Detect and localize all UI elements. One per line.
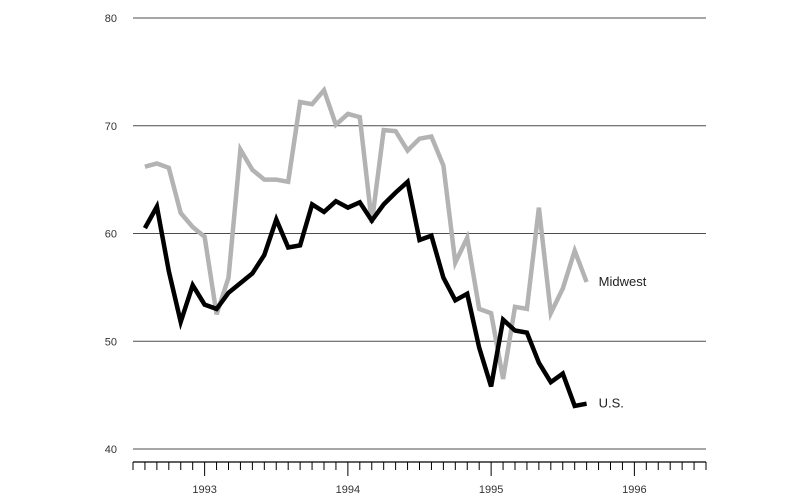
x-axis: 1993 1994 1995 1996 (132, 461, 707, 496)
x-tick-label-1993: 1993 (192, 484, 216, 496)
series-lines (142, 85, 589, 409)
y-tick-label-60: 60 (105, 229, 117, 241)
y-tick-label-80: 80 (105, 13, 117, 25)
y-axis-tick-labels: 40 50 60 70 80 (105, 13, 117, 456)
x-tick-label-1994: 1994 (336, 484, 360, 496)
y-tick-label-50: 50 (105, 336, 117, 348)
y-tick-label-40: 40 (105, 444, 117, 456)
series-label-u-s: U.S. (599, 396, 624, 411)
series-label-midwest: Midwest (599, 274, 647, 289)
series-line-midwest (144, 85, 589, 380)
series-line-u-s (142, 177, 588, 409)
y-tick-label-70: 70 (105, 121, 117, 133)
x-tick-label-1996: 1996 (622, 484, 646, 496)
series-labels: Midwest U.S. (599, 274, 647, 411)
x-tick-label-1995: 1995 (479, 484, 503, 496)
